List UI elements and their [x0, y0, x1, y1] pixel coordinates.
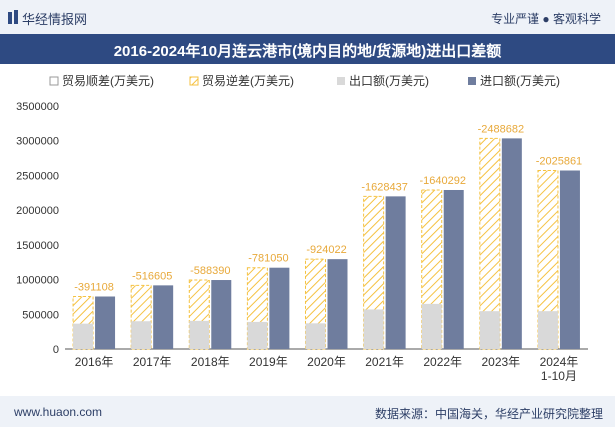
deficit-bar	[537, 170, 559, 350]
y-axis: 0 500000 1000000 1500000 2000000 2500000 30000…	[16, 101, 588, 356]
import-bar	[327, 259, 348, 349]
export-bar	[189, 320, 210, 349]
website-url: www.huaon.com	[14, 405, 103, 419]
x-tick-label: 2021年	[365, 355, 404, 369]
import-bar	[501, 138, 522, 349]
import-bar	[443, 189, 464, 349]
legend-label-0: 贸易顺差(万美元)	[62, 74, 154, 88]
x-tick-label: 2023年	[481, 355, 520, 369]
chart-title: 2016-2024年10月连云港市(境内目的地/货源地)进出口差额	[113, 43, 502, 60]
import-bar	[269, 267, 290, 349]
y-tick-label: 2000000	[16, 205, 59, 217]
data-label: -924022	[306, 244, 346, 256]
data-label: -1640292	[419, 175, 466, 187]
footer: www.huaon.com 数据来源：中国海关，华经产业研究院整理	[0, 396, 615, 427]
import-bar	[95, 296, 116, 349]
export-bar	[363, 309, 384, 349]
data-label: -781050	[248, 253, 288, 265]
legend-label-1: 贸易逆差(万美元)	[202, 73, 294, 88]
import-bar	[153, 285, 174, 349]
title-bar: 2016-2024年10月连云港市(境内目的地/货源地)进出口差额	[0, 34, 615, 64]
data-source: 数据来源：中国海关，华经产业研究院整理	[374, 407, 603, 421]
legend: 贸易顺差(万美元) 贸易逆差(万美元) 出口额(万美元) 进口额(万美元)	[49, 73, 560, 88]
y-tick-label: 1500000	[16, 240, 59, 252]
x-tick-label: 2018年	[191, 355, 230, 369]
legend-swatch-1	[189, 76, 199, 86]
y-tick-label: 2500000	[16, 170, 59, 182]
import-bar	[385, 196, 406, 349]
legend-label-2: 出口额(万美元)	[349, 74, 429, 88]
x-tick-label: 1-10月	[541, 369, 577, 383]
export-bar	[131, 321, 152, 349]
top-bar: 华经情报网 专业严谨 ● 客观科学	[0, 0, 615, 34]
import-bar	[211, 280, 232, 349]
export-bar	[421, 303, 442, 349]
legend-swatch-2	[337, 77, 345, 85]
data-label: -588390	[190, 265, 230, 277]
chart: 贸易顺差(万美元) 贸易逆差(万美元) 出口额(万美元) 进口额(万美元) 0 5000…	[16, 73, 588, 383]
brand-logo-icon	[8, 10, 18, 24]
y-tick-label: 3500000	[16, 101, 59, 113]
data-label: -1628437	[361, 181, 408, 193]
x-axis: 2016年 2017年 2018年 2019年 2020年 2021年 2022年 2023年…	[75, 355, 579, 383]
data-label: -516605	[132, 270, 172, 282]
data-label: -2488682	[478, 123, 525, 135]
export-bar	[479, 311, 500, 349]
import-bar	[559, 170, 580, 349]
export-bar	[73, 323, 94, 349]
x-tick-label: 2020年	[307, 355, 346, 369]
x-tick-label: 2019年	[249, 355, 288, 369]
export-bar	[305, 323, 326, 349]
legend-swatch-3	[468, 77, 476, 85]
data-label: -391108	[74, 282, 114, 294]
x-tick-label: 2022年	[423, 355, 462, 369]
legend-swatch-0	[49, 76, 59, 86]
export-bar	[247, 321, 268, 349]
y-tick-label: 500000	[22, 309, 59, 321]
y-tick-label: 0	[53, 344, 59, 356]
export-bar	[537, 311, 558, 349]
data-label: -2025861	[536, 156, 583, 168]
brand-name: 华经情报网	[22, 12, 88, 27]
slogan: 专业严谨 ● 客观科学	[491, 12, 601, 26]
x-tick-label: 2024年	[540, 355, 579, 369]
y-tick-label: 1000000	[16, 275, 59, 287]
legend-label-3: 进口额(万美元)	[480, 74, 560, 88]
bars: -391108 -516605 -588390 -781050 -924022 -1628…	[72, 123, 583, 350]
x-tick-label: 2016年	[75, 355, 114, 369]
y-tick-label: 3000000	[16, 136, 59, 148]
x-tick-label: 2017年	[133, 355, 172, 369]
